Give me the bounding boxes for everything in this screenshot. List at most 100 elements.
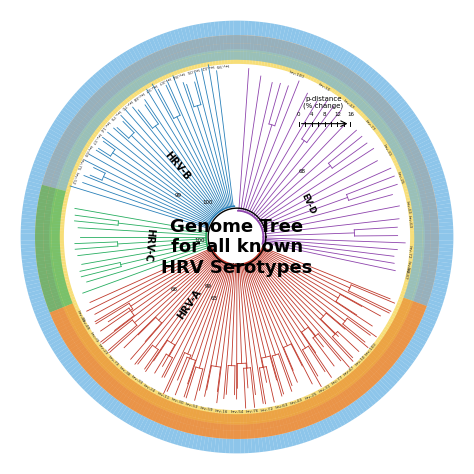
Polygon shape	[410, 237, 425, 240]
Polygon shape	[230, 410, 234, 425]
Polygon shape	[402, 142, 417, 152]
Polygon shape	[21, 222, 36, 227]
Polygon shape	[142, 402, 152, 417]
Polygon shape	[307, 50, 316, 64]
Polygon shape	[152, 53, 161, 67]
Polygon shape	[189, 55, 195, 70]
Polygon shape	[388, 146, 402, 156]
Polygon shape	[182, 42, 189, 57]
Polygon shape	[410, 338, 424, 348]
Polygon shape	[64, 130, 78, 140]
Polygon shape	[410, 221, 424, 225]
Polygon shape	[54, 195, 68, 201]
Polygon shape	[410, 249, 424, 253]
Polygon shape	[51, 258, 65, 263]
Polygon shape	[234, 425, 237, 439]
Polygon shape	[419, 142, 433, 152]
Polygon shape	[437, 265, 451, 271]
Polygon shape	[342, 70, 353, 83]
Polygon shape	[48, 161, 63, 170]
Polygon shape	[396, 104, 410, 116]
Polygon shape	[438, 255, 453, 260]
Polygon shape	[387, 116, 401, 127]
Polygon shape	[135, 382, 145, 396]
Polygon shape	[249, 50, 253, 64]
Polygon shape	[322, 402, 332, 417]
Polygon shape	[110, 60, 121, 73]
Polygon shape	[424, 310, 439, 318]
Polygon shape	[182, 57, 189, 72]
Polygon shape	[129, 379, 140, 392]
Polygon shape	[55, 189, 70, 195]
Polygon shape	[328, 60, 338, 74]
Polygon shape	[404, 319, 419, 328]
Text: hrv-72: hrv-72	[260, 406, 274, 413]
Polygon shape	[48, 129, 62, 139]
Polygon shape	[285, 57, 292, 72]
Polygon shape	[292, 44, 300, 59]
Polygon shape	[258, 22, 264, 36]
Polygon shape	[71, 367, 84, 379]
Text: hrv-48: hrv-48	[131, 90, 144, 100]
Polygon shape	[116, 55, 127, 70]
Text: 0: 0	[297, 112, 301, 118]
Polygon shape	[276, 39, 283, 54]
Polygon shape	[368, 348, 381, 360]
Polygon shape	[410, 246, 424, 250]
Polygon shape	[224, 410, 228, 424]
Polygon shape	[76, 113, 89, 124]
Polygon shape	[40, 279, 55, 286]
Polygon shape	[285, 417, 292, 432]
Polygon shape	[415, 174, 430, 182]
Polygon shape	[23, 200, 38, 205]
Polygon shape	[435, 192, 449, 199]
Polygon shape	[348, 93, 360, 106]
Polygon shape	[364, 109, 376, 121]
Polygon shape	[252, 50, 256, 65]
Polygon shape	[57, 301, 419, 431]
Polygon shape	[91, 94, 104, 107]
Polygon shape	[21, 226, 35, 230]
Polygon shape	[292, 415, 300, 430]
Polygon shape	[149, 390, 158, 404]
Text: hrv-31: hrv-31	[382, 144, 392, 157]
Polygon shape	[275, 435, 282, 449]
Polygon shape	[406, 270, 421, 276]
Polygon shape	[272, 24, 278, 39]
Polygon shape	[394, 361, 408, 373]
Polygon shape	[29, 292, 44, 300]
Polygon shape	[385, 350, 398, 361]
Polygon shape	[39, 273, 54, 279]
Polygon shape	[348, 368, 360, 381]
Polygon shape	[237, 425, 240, 439]
Polygon shape	[195, 406, 201, 420]
Polygon shape	[375, 79, 387, 91]
Polygon shape	[136, 400, 146, 414]
Polygon shape	[234, 410, 237, 425]
Polygon shape	[379, 129, 392, 140]
Polygon shape	[36, 153, 51, 161]
Polygon shape	[355, 362, 367, 374]
Polygon shape	[84, 360, 98, 372]
Polygon shape	[344, 372, 355, 385]
Polygon shape	[423, 256, 438, 262]
Polygon shape	[401, 291, 415, 298]
Polygon shape	[313, 68, 322, 83]
Polygon shape	[58, 288, 73, 295]
Polygon shape	[316, 390, 325, 404]
Polygon shape	[85, 124, 99, 135]
Polygon shape	[404, 116, 419, 127]
Text: hrv-14: hrv-14	[99, 119, 110, 132]
Polygon shape	[95, 111, 109, 123]
Polygon shape	[218, 21, 223, 36]
Polygon shape	[334, 64, 344, 78]
Polygon shape	[91, 117, 104, 128]
Polygon shape	[391, 152, 406, 161]
Polygon shape	[176, 59, 183, 73]
Polygon shape	[406, 195, 420, 201]
Polygon shape	[126, 50, 136, 64]
Polygon shape	[299, 62, 307, 76]
Polygon shape	[39, 146, 54, 155]
Polygon shape	[357, 82, 370, 95]
Polygon shape	[421, 149, 436, 158]
